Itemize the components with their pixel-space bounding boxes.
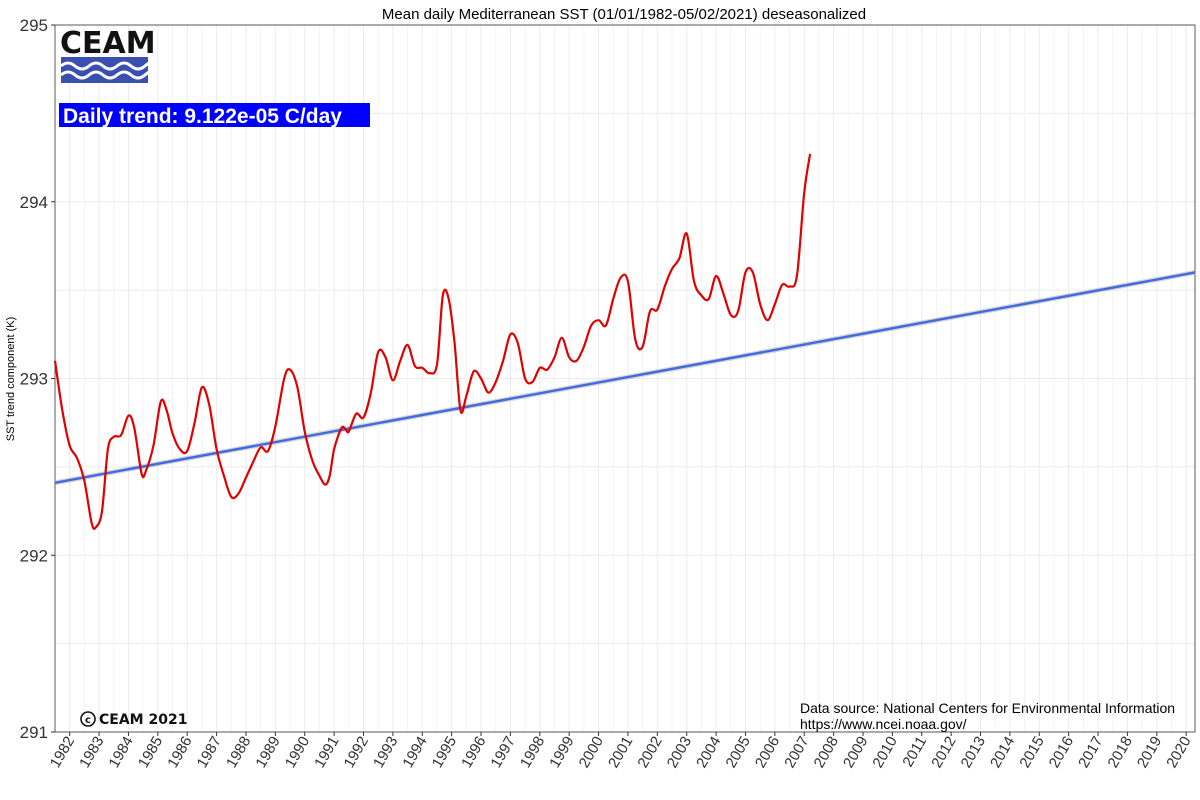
- x-tick-label: 2002: [634, 734, 665, 771]
- x-tick-label: 2003: [664, 734, 695, 771]
- x-tick-label: 1991: [311, 734, 342, 771]
- x-tick-label: 1997: [487, 734, 518, 771]
- x-tick-label: 2011: [899, 734, 930, 770]
- source-line-1: Data source: National Centers for Enviro…: [800, 700, 1175, 716]
- chart-title: Mean daily Mediterranean SST (01/01/1982…: [382, 6, 866, 23]
- x-tick-label: 2014: [987, 734, 1018, 771]
- x-tick-label: 2001: [605, 734, 636, 771]
- copyright-symbol: c: [85, 715, 91, 726]
- x-tick-label: 2010: [869, 734, 900, 771]
- y-axis-label: SST trend component (K): [5, 317, 17, 442]
- trend-line: [54, 271, 1196, 484]
- x-tick-label: 1985: [135, 734, 166, 771]
- y-tick-label: 295: [20, 16, 48, 35]
- x-tick-label: 2016: [1046, 734, 1077, 771]
- logo-text: CEAM: [60, 26, 156, 61]
- copyright-text: CEAM 2021: [99, 712, 187, 728]
- x-tick-label: 2007: [781, 734, 812, 771]
- x-tick-label: 1983: [76, 734, 107, 771]
- x-tick-label: 2006: [752, 734, 783, 771]
- x-tick-label: 1986: [164, 734, 195, 771]
- x-tick-label: 1989: [252, 734, 283, 771]
- x-tick-label: 2019: [1134, 734, 1165, 771]
- x-tick-label: 1999: [546, 734, 577, 771]
- x-tick-label: 1987: [194, 734, 225, 771]
- y-axis: 291 292 293 294 295: [20, 16, 55, 742]
- trend-label-box: [59, 103, 370, 127]
- x-axis: 1982198319841985198619871988198919901991…: [47, 732, 1195, 771]
- x-tick-label: 1993: [370, 734, 401, 771]
- logo-waves-bg: [61, 57, 148, 83]
- x-tick-label: 1988: [223, 734, 254, 771]
- x-tick-label: 2005: [723, 734, 754, 771]
- x-tick-label: 2017: [1075, 734, 1106, 771]
- x-tick-label: 1998: [517, 734, 548, 771]
- x-tick-label: 1996: [458, 734, 489, 771]
- x-tick-label: 1994: [399, 734, 430, 771]
- x-tick-label: 1995: [429, 734, 460, 771]
- x-tick-label: 2020: [1163, 734, 1194, 771]
- x-tick-label: 2015: [1016, 734, 1047, 771]
- sst-series-line: [53, 153, 812, 530]
- ceam-logo: CEAM: [60, 26, 156, 83]
- y-tick-label: 294: [20, 193, 48, 212]
- trend-label: Daily trend: 9.122e-05 C/day: [63, 105, 342, 128]
- source-line-2: https://www.ncei.noaa.gov/: [800, 716, 967, 732]
- series-group: [53, 153, 812, 530]
- x-tick-label: 2008: [811, 734, 842, 771]
- x-tick-label: 2018: [1104, 734, 1135, 771]
- copyright-icon: [80, 711, 96, 727]
- y-tick-label: 292: [20, 546, 48, 565]
- logo-wave-top: [60, 61, 151, 71]
- x-tick-label: 2009: [840, 734, 871, 771]
- logo-wave-bottom: [60, 70, 151, 80]
- x-tick-label: 2013: [958, 734, 989, 771]
- x-tick-label: 2000: [576, 734, 607, 771]
- grid-lines: [55, 24, 1195, 733]
- y-tick-label: 293: [20, 370, 48, 389]
- x-tick-label: 1992: [341, 734, 372, 771]
- x-tick-label: 2012: [928, 734, 959, 771]
- trend-line-group: [54, 269, 1196, 486]
- y-tick-label: 291: [20, 723, 48, 742]
- x-tick-label: 2004: [693, 734, 724, 771]
- x-tick-label: 1984: [106, 734, 137, 771]
- x-tick-label: 1982: [47, 734, 78, 771]
- x-tick-label: 1990: [282, 734, 313, 771]
